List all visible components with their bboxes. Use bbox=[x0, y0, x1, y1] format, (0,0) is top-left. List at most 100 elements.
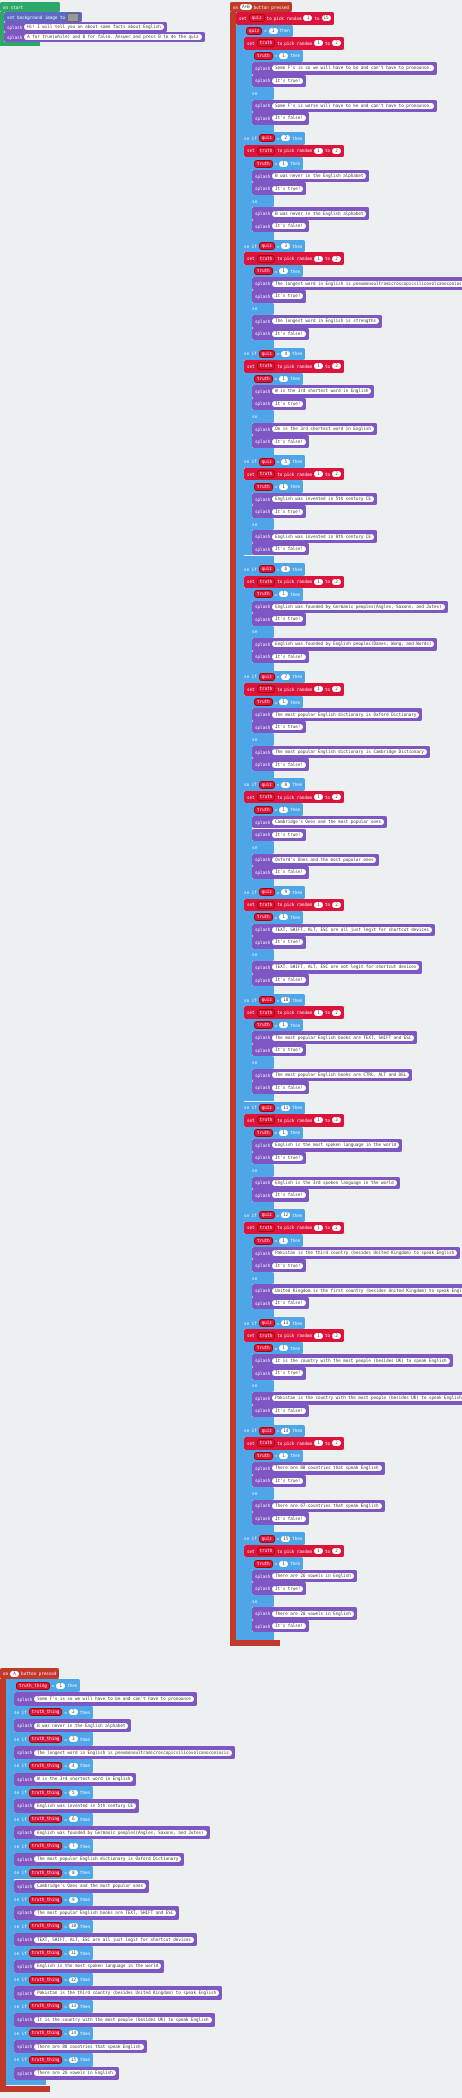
label: to bbox=[277, 363, 283, 369]
pill: It's true! bbox=[272, 1477, 304, 1484]
block: else if quiz = 15 then bbox=[236, 1532, 306, 1545]
image-icon[interactable] bbox=[67, 12, 79, 22]
label: to bbox=[324, 1548, 331, 1554]
block: splash It's true! bbox=[252, 1582, 307, 1595]
label: then bbox=[290, 161, 301, 167]
label: = bbox=[274, 914, 278, 920]
num: 1 bbox=[313, 578, 323, 585]
pill: It's false! bbox=[272, 1192, 306, 1199]
label: = bbox=[274, 1345, 278, 1351]
c-block-arm bbox=[236, 24, 244, 1640]
num: 1 bbox=[279, 591, 289, 598]
pill: It's false! bbox=[272, 977, 306, 984]
label: to bbox=[277, 148, 283, 154]
c-block-arm bbox=[244, 372, 252, 448]
label: splash bbox=[255, 1611, 271, 1617]
c-block-arm bbox=[244, 157, 252, 233]
label: splash bbox=[255, 1503, 271, 1509]
block: splash English is the most spoken languag… bbox=[252, 1139, 403, 1152]
pill: English was founded by English peoples(D… bbox=[272, 641, 435, 648]
block: splash Pakistan is the third country (bes… bbox=[14, 1986, 223, 2000]
num: 2 bbox=[332, 578, 342, 585]
pill: Some F's is worse will have to be and ca… bbox=[272, 102, 435, 109]
num: 2 bbox=[332, 363, 342, 370]
block: splash It's false! bbox=[252, 327, 309, 341]
label: splash bbox=[255, 616, 271, 622]
var: truth bbox=[254, 159, 273, 168]
label: splash bbox=[255, 318, 271, 324]
block: else if truth_thing = 2 then bbox=[6, 1705, 94, 1720]
label: splash bbox=[255, 819, 271, 825]
label: splash bbox=[255, 1250, 271, 1256]
pill: There are 20 vowels in English bbox=[272, 1610, 354, 1617]
label: else if bbox=[9, 1923, 27, 1929]
label: to bbox=[266, 15, 272, 21]
label: splash bbox=[255, 1516, 271, 1521]
block: else if truth_thing = 12 then bbox=[6, 1973, 94, 1987]
label: = bbox=[274, 268, 278, 274]
num: 14 bbox=[281, 1427, 291, 1434]
var: truth_thing bbox=[28, 1975, 63, 1984]
var: quiz bbox=[258, 565, 275, 574]
label: set bbox=[247, 148, 255, 154]
label: splash bbox=[255, 1263, 271, 1269]
label: splash bbox=[255, 1192, 271, 1198]
block: splash It is the country with the most pe… bbox=[14, 2013, 215, 2027]
block: else if truth_thing = 6 then bbox=[6, 1812, 94, 1827]
label: splash bbox=[17, 1937, 33, 1943]
label: then bbox=[290, 376, 301, 382]
label: set bbox=[247, 363, 255, 369]
c-block-arm bbox=[0, 42, 40, 46]
label: splash bbox=[255, 496, 271, 502]
pill: The longest word in English is pneumonou… bbox=[34, 1749, 232, 1756]
num: 4 bbox=[68, 1762, 78, 1769]
c-block-arm bbox=[244, 588, 252, 664]
label: = bbox=[274, 591, 278, 597]
pill: It's false! bbox=[272, 869, 306, 876]
c-block-arm bbox=[6, 1679, 14, 2080]
block: splash The most popular English books are… bbox=[252, 1031, 418, 1044]
var: truth_thing bbox=[28, 1842, 63, 1851]
block: splash It's false! bbox=[252, 650, 309, 664]
label: splash bbox=[255, 293, 271, 299]
num: 8 bbox=[68, 1869, 78, 1876]
num: 5 bbox=[281, 458, 291, 465]
label: pick random bbox=[284, 40, 312, 46]
block: else if quiz = 8 then bbox=[236, 778, 306, 791]
block: splash The longest word in English is pne… bbox=[14, 1745, 235, 1760]
var: quiz bbox=[258, 780, 275, 789]
block: splash It's true! bbox=[252, 1151, 307, 1165]
label: = bbox=[276, 1320, 280, 1326]
pill: Some F's is so we will have to be and ca… bbox=[272, 65, 435, 72]
label: set bbox=[247, 1010, 255, 1016]
c-block-arm bbox=[0, 12, 4, 42]
label: = bbox=[64, 1790, 67, 1796]
block: splash It's true! bbox=[252, 1366, 307, 1380]
pill: There are 67 countries that speak Englis… bbox=[272, 1502, 382, 1509]
var: truth bbox=[254, 51, 273, 60]
label: to bbox=[324, 1333, 331, 1339]
pill: Cambridge's Ones and the most popular on… bbox=[34, 1883, 147, 1890]
block: else if truth_thing = 5 then bbox=[6, 1785, 94, 1800]
label: splash bbox=[255, 1300, 271, 1306]
block: splash Cambridge's Ones and the most popu… bbox=[252, 815, 388, 829]
block: else if truth_thing = 11 then bbox=[6, 1946, 94, 1960]
block: splash It's false! bbox=[252, 542, 309, 556]
num: 1 bbox=[279, 268, 289, 275]
var: truth bbox=[254, 267, 273, 276]
block: else if quiz = 9 then bbox=[236, 886, 306, 899]
label: else bbox=[247, 844, 258, 850]
block: splash English was founded by Germanic pe… bbox=[252, 600, 448, 614]
pill: Cambridge's Ones and the most popular on… bbox=[272, 819, 385, 826]
block: splash Pakistan is the country with the m… bbox=[252, 1392, 462, 1405]
num: 2 bbox=[332, 40, 342, 47]
num: 3 bbox=[281, 243, 291, 250]
var: truth bbox=[254, 482, 273, 491]
label: then bbox=[79, 1923, 91, 1929]
num: 15 bbox=[321, 15, 331, 22]
label: splash bbox=[255, 401, 271, 407]
num: 5 bbox=[68, 1789, 78, 1796]
